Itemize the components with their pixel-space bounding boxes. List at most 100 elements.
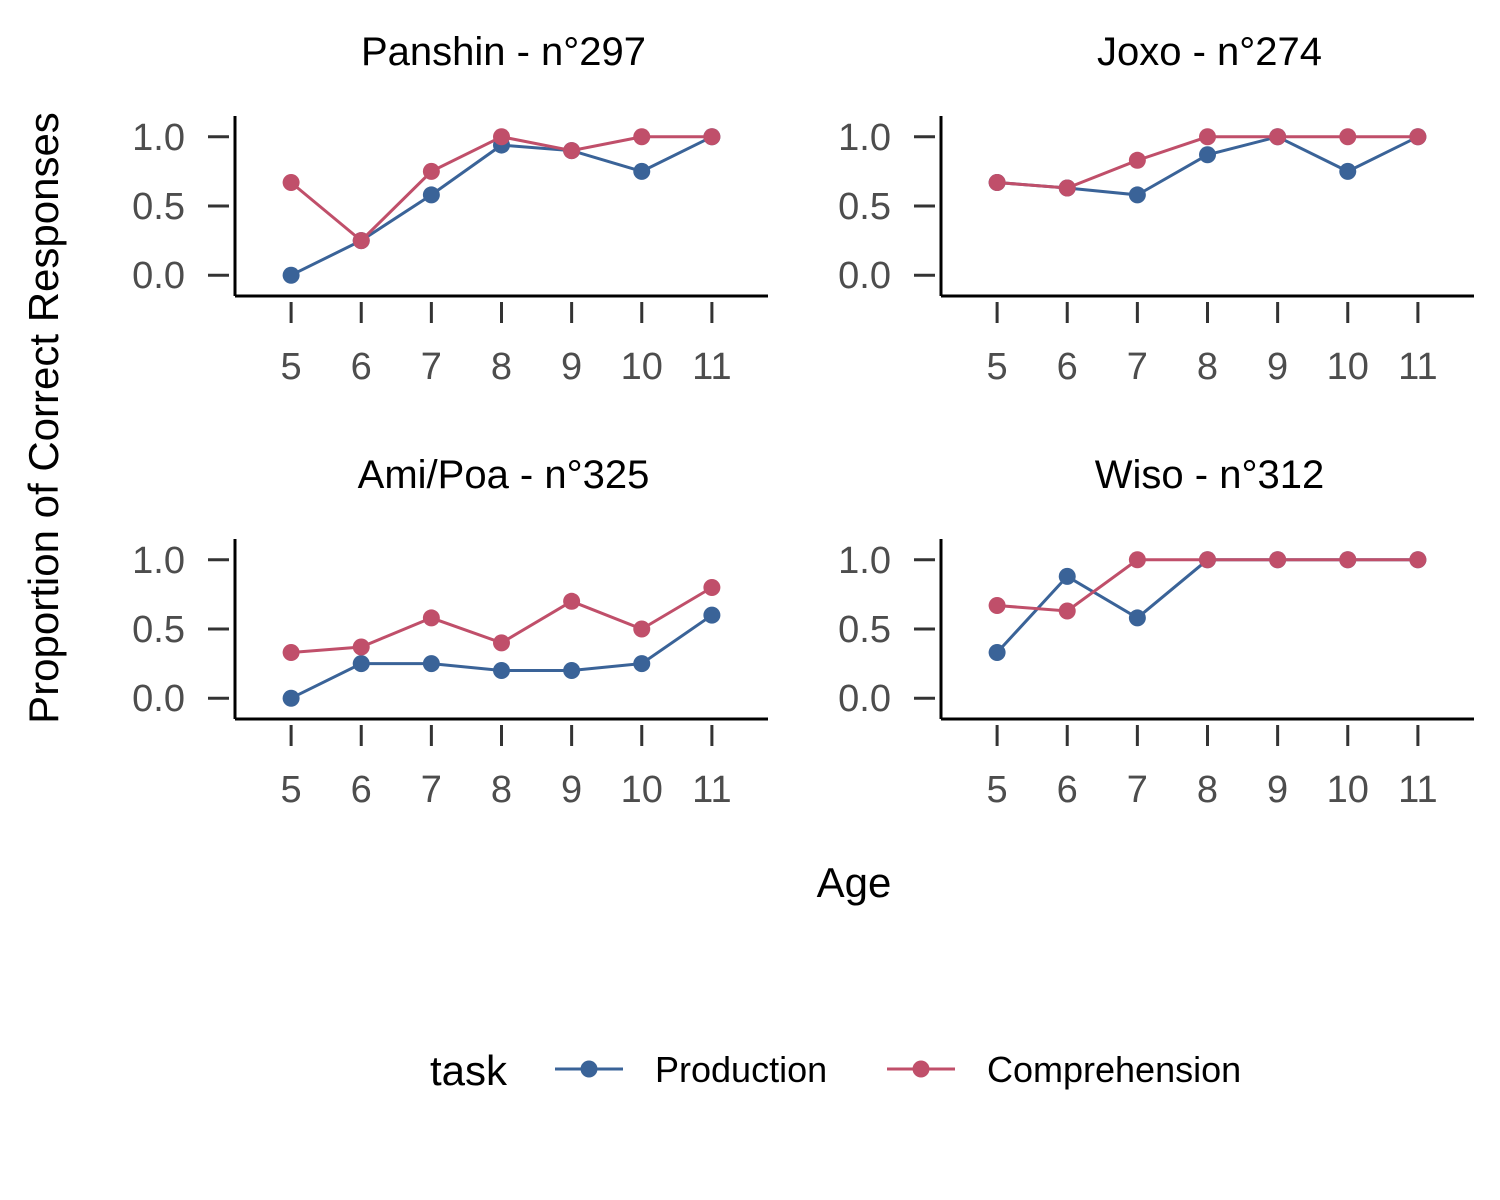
legend-label-production: Production xyxy=(655,1049,827,1090)
data-point-comprehension xyxy=(1269,128,1287,146)
panel-title: Panshin - n°297 xyxy=(361,30,646,74)
x-tick-label: 10 xyxy=(1327,346,1369,388)
data-point-comprehension xyxy=(493,634,510,652)
y-tick-label: 1.0 xyxy=(132,540,185,582)
data-point-comprehension xyxy=(282,173,300,191)
x-tick-label: 11 xyxy=(692,346,731,388)
y-axis-title: Proportion of Correct Responses xyxy=(20,112,67,724)
legend-label-comprehension: Comprehension xyxy=(987,1049,1241,1090)
data-point-comprehension xyxy=(1339,128,1357,146)
y-tick-label: 0.5 xyxy=(132,186,185,228)
data-point-comprehension xyxy=(563,592,581,610)
x-axis-title: Age xyxy=(817,859,892,906)
data-point-comprehension xyxy=(1128,151,1146,169)
data-point-comprehension xyxy=(352,638,370,656)
x-tick-label: 5 xyxy=(281,346,302,388)
panels-group: Panshin - n°297 0.0 0.5 1.0 5 6 7 8 9 10 11 Joxo - … xyxy=(132,30,1474,811)
panel-title: Ami/Poa - n°325 xyxy=(358,453,650,497)
data-point-comprehension xyxy=(493,128,510,146)
panel-title: Joxo - n°274 xyxy=(1097,30,1322,74)
x-tick-label: 9 xyxy=(1267,769,1288,811)
x-tick-label: 10 xyxy=(1327,769,1369,811)
data-point-comprehension xyxy=(1058,602,1076,620)
y-tick-label: 0.0 xyxy=(838,255,891,297)
data-point-comprehension xyxy=(563,142,581,160)
data-point-comprehension xyxy=(422,162,440,180)
x-tick-label: 5 xyxy=(987,769,1008,811)
y-tick-label: 1.0 xyxy=(838,117,891,159)
data-point-comprehension xyxy=(1409,128,1427,146)
data-point-comprehension xyxy=(1199,128,1216,146)
data-point-comprehension xyxy=(988,596,1006,614)
data-point-comprehension xyxy=(282,644,300,662)
data-point-production xyxy=(1339,162,1357,180)
x-tick-label: 6 xyxy=(1057,346,1078,388)
y-tick-label: 1.0 xyxy=(838,540,891,582)
legend-key-point xyxy=(580,1060,598,1078)
y-tick-label: 0.0 xyxy=(132,255,185,297)
y-tick-label: 0.0 xyxy=(132,678,185,720)
data-point-production xyxy=(493,662,510,680)
x-tick-label: 8 xyxy=(491,769,512,811)
y-tick-label: 0.5 xyxy=(132,609,185,651)
legend-key-point xyxy=(912,1060,930,1078)
data-point-production xyxy=(1128,609,1146,627)
data-point-comprehension xyxy=(1058,179,1076,197)
x-tick-label: 9 xyxy=(1267,346,1288,388)
data-point-production xyxy=(563,662,581,680)
series-line-production xyxy=(290,135,713,277)
y-tick-label: 0.0 xyxy=(838,678,891,720)
data-point-comprehension xyxy=(703,578,721,596)
y-tick-label: 0.5 xyxy=(838,609,891,651)
data-point-comprehension xyxy=(1128,551,1146,569)
x-tick-label: 8 xyxy=(1197,769,1218,811)
data-point-production xyxy=(1199,146,1216,164)
data-point-production xyxy=(703,606,721,624)
data-point-comprehension xyxy=(1269,551,1287,569)
x-tick-label: 11 xyxy=(1398,769,1437,811)
x-tick-label: 10 xyxy=(621,769,663,811)
panel-title: Wiso - n°312 xyxy=(1095,453,1324,497)
data-point-comprehension xyxy=(352,232,370,250)
data-point-comprehension xyxy=(633,620,651,638)
legend-title: task xyxy=(430,1047,508,1094)
x-tick-label: 6 xyxy=(351,769,372,811)
data-point-production xyxy=(1058,567,1076,585)
x-tick-label: 6 xyxy=(1057,769,1078,811)
x-tick-label: 11 xyxy=(1398,346,1437,388)
data-point-production xyxy=(422,655,440,673)
x-tick-label: 7 xyxy=(421,346,442,388)
x-tick-label: 5 xyxy=(987,346,1008,388)
panel-1: Panshin - n°297 0.0 0.5 1.0 5 6 7 8 9 10 11 xyxy=(132,30,768,388)
panel-3: Ami/Poa - n°325 0.0 0.5 1.0 5 6 7 8 9 10 11 xyxy=(132,453,768,811)
data-point-production xyxy=(282,266,300,284)
x-tick-label: 9 xyxy=(561,346,582,388)
data-point-production xyxy=(422,186,440,204)
data-point-production xyxy=(1128,186,1146,204)
data-point-comprehension xyxy=(422,609,440,627)
x-tick-label: 11 xyxy=(692,769,731,811)
x-tick-label: 6 xyxy=(351,346,372,388)
data-point-comprehension xyxy=(988,173,1006,191)
data-point-comprehension xyxy=(1199,551,1216,569)
x-tick-label: 7 xyxy=(1127,346,1148,388)
y-tick-label: 1.0 xyxy=(132,117,185,159)
data-point-comprehension xyxy=(633,128,651,146)
panel-4: Wiso - n°312 0.0 0.5 1.0 5 6 7 8 9 10 11 xyxy=(838,453,1474,811)
x-tick-label: 9 xyxy=(561,769,582,811)
data-point-production xyxy=(988,644,1006,662)
data-point-comprehension xyxy=(1339,551,1357,569)
data-point-production xyxy=(633,162,651,180)
data-point-production xyxy=(282,689,300,707)
x-tick-label: 8 xyxy=(491,346,512,388)
x-tick-label: 8 xyxy=(1197,346,1218,388)
data-point-production xyxy=(352,655,370,673)
data-point-comprehension xyxy=(1409,551,1427,569)
x-tick-label: 7 xyxy=(1127,769,1148,811)
data-point-comprehension xyxy=(703,128,721,146)
x-tick-label: 5 xyxy=(281,769,302,811)
legend: task Production Comprehension xyxy=(430,1047,1241,1094)
data-point-production xyxy=(633,655,651,673)
panel-2: Joxo - n°274 0.0 0.5 1.0 5 6 7 8 9 10 11 xyxy=(838,30,1474,388)
